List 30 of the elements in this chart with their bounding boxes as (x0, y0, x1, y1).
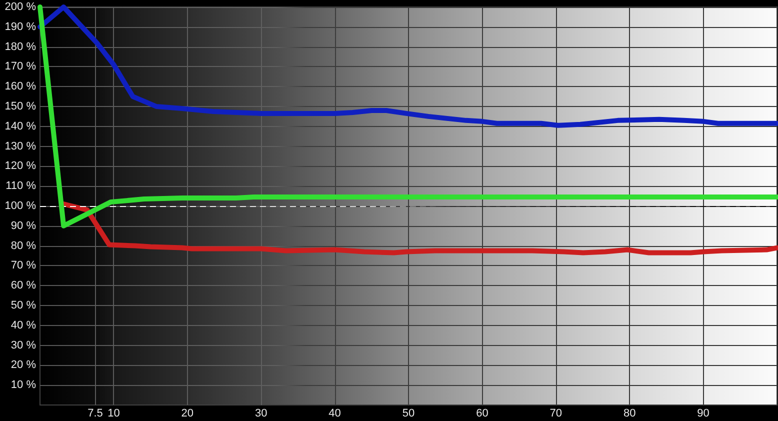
x-tick-label: 40 (328, 408, 341, 420)
y-tick-label: 90 % (10, 220, 36, 232)
y-tick-label: 190 % (4, 20, 36, 33)
y-tick-label: 120 % (4, 160, 36, 172)
y-tick-label: 150 % (4, 100, 36, 112)
y-tick-label: 200 % (4, 1, 36, 13)
x-tick-label: 50 (402, 408, 415, 420)
x-tick-label: 90 (697, 408, 710, 420)
y-tick-label: 60 % (10, 280, 36, 292)
x-tick-label: 7.5 (88, 408, 103, 420)
y-tick-label: 50 % (10, 300, 36, 312)
y-tick-label: 100 % (4, 200, 36, 212)
x-tick-label: 70 (550, 408, 562, 420)
y-tick-label: 70 % (10, 260, 36, 272)
y-tick-label: 160 % (4, 80, 36, 93)
y-tick-label: 40 % (10, 319, 36, 332)
y-tick-label: 30 % (10, 339, 36, 352)
y-tick-label: 170 % (4, 60, 36, 73)
y-tick-label: 10 % (10, 379, 36, 392)
y-tick-label: 20 % (10, 359, 36, 372)
x-tick-label: 60 (476, 408, 488, 420)
y-tick-label: 130 % (4, 140, 36, 152)
y-tick-label: 80 % (10, 240, 36, 252)
y-tick-label: 140 % (4, 120, 36, 132)
y-tick-label: 180 % (4, 40, 36, 53)
x-tick-label: 30 (254, 408, 268, 420)
y-tick-label: 110 % (6, 180, 36, 192)
x-tick-label: 10 (108, 408, 120, 420)
x-tick-label: 20 (181, 408, 194, 420)
x-tick-label: 80 (623, 408, 636, 420)
